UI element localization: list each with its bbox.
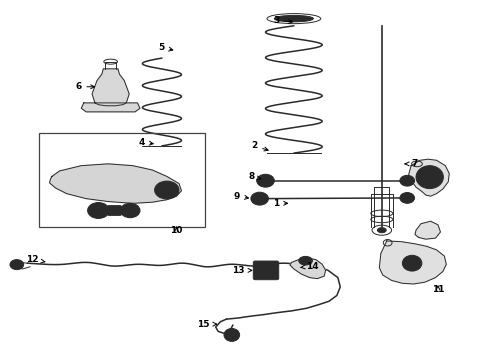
Ellipse shape	[228, 332, 235, 338]
Polygon shape	[92, 69, 129, 106]
Text: 15: 15	[197, 320, 217, 329]
Polygon shape	[409, 159, 449, 196]
Text: 13: 13	[232, 266, 252, 275]
Ellipse shape	[423, 171, 437, 183]
Ellipse shape	[155, 181, 179, 199]
Ellipse shape	[251, 192, 269, 205]
Ellipse shape	[94, 207, 103, 214]
Text: 11: 11	[432, 285, 444, 294]
Text: 5: 5	[158, 43, 173, 52]
Ellipse shape	[257, 174, 274, 187]
Ellipse shape	[274, 15, 314, 22]
Ellipse shape	[121, 203, 140, 218]
Ellipse shape	[402, 255, 422, 271]
Ellipse shape	[259, 265, 273, 275]
Ellipse shape	[126, 207, 135, 214]
Text: 3: 3	[273, 16, 293, 25]
Bar	[39, 134, 205, 226]
FancyBboxPatch shape	[108, 206, 122, 216]
Ellipse shape	[10, 260, 24, 270]
Text: 1: 1	[273, 199, 288, 208]
Ellipse shape	[224, 328, 240, 341]
Text: 9: 9	[234, 192, 248, 201]
Text: 8: 8	[248, 172, 261, 181]
Text: 7: 7	[405, 159, 417, 168]
Text: 14: 14	[300, 262, 318, 271]
Ellipse shape	[88, 203, 109, 219]
Polygon shape	[49, 164, 181, 203]
Ellipse shape	[299, 256, 313, 265]
Text: 12: 12	[26, 255, 45, 264]
Polygon shape	[81, 103, 140, 112]
Text: 10: 10	[171, 226, 183, 235]
Ellipse shape	[256, 196, 264, 202]
Text: 2: 2	[251, 141, 268, 151]
Ellipse shape	[408, 260, 416, 267]
Ellipse shape	[262, 178, 270, 184]
Text: 4: 4	[139, 138, 153, 147]
Text: 6: 6	[75, 82, 95, 91]
Polygon shape	[415, 221, 441, 239]
Ellipse shape	[377, 228, 386, 233]
Polygon shape	[290, 258, 326, 279]
Polygon shape	[379, 241, 446, 284]
Ellipse shape	[161, 186, 172, 194]
Ellipse shape	[416, 166, 443, 189]
Ellipse shape	[400, 175, 415, 186]
Ellipse shape	[400, 193, 415, 203]
FancyBboxPatch shape	[253, 261, 279, 280]
